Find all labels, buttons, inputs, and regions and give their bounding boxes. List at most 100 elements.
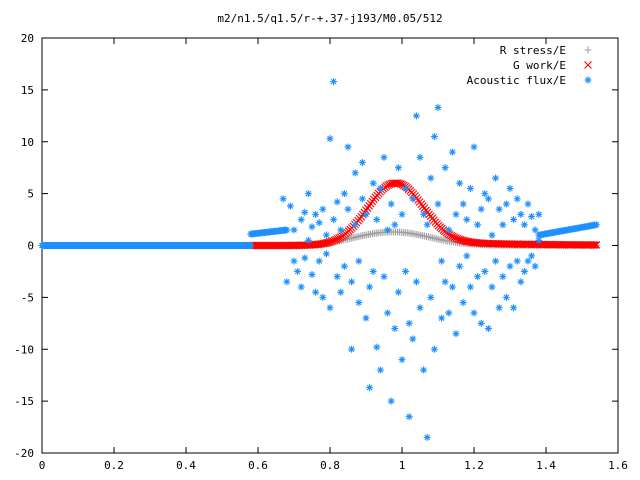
data-point-star xyxy=(362,314,370,322)
chart-title: m2/n1.5/q1.5/r-+.37-j193/M0.05/512 xyxy=(217,12,442,25)
data-point-star xyxy=(394,288,402,296)
y-tick-label: 15 xyxy=(21,84,34,97)
data-point-star xyxy=(380,153,388,161)
data-point-star xyxy=(528,212,536,220)
data-point-star xyxy=(373,343,381,351)
data-point-star xyxy=(474,273,482,281)
data-point-star xyxy=(312,210,320,218)
data-point-star xyxy=(517,278,525,286)
data-point-star xyxy=(348,345,356,353)
data-point-star xyxy=(380,273,388,281)
data-point-star xyxy=(456,262,464,270)
data-point-cross xyxy=(319,239,328,248)
data-point-star xyxy=(330,78,338,86)
data-point-star xyxy=(448,148,456,156)
data-point-star xyxy=(322,231,330,239)
data-point-star xyxy=(384,309,392,317)
data-point-star xyxy=(517,210,525,218)
data-point-star xyxy=(366,283,374,291)
data-point-star xyxy=(369,267,377,275)
data-point-star xyxy=(510,216,518,224)
data-point-star xyxy=(420,366,428,374)
legend-marker-cross xyxy=(584,61,592,69)
data-point-star xyxy=(402,184,410,192)
data-point-cross xyxy=(590,241,599,249)
data-point-star xyxy=(423,433,431,441)
data-point-star xyxy=(297,216,305,224)
y-tick-label: 5 xyxy=(27,188,34,201)
data-point-star xyxy=(326,135,334,143)
data-point-star xyxy=(351,221,359,229)
data-point-cross xyxy=(589,241,598,249)
y-tick-label: -20 xyxy=(14,447,34,460)
data-point-star xyxy=(398,210,406,218)
y-tick-label: 20 xyxy=(21,32,34,45)
data-point-star xyxy=(283,278,291,286)
data-point-star xyxy=(459,200,467,208)
data-point-star xyxy=(528,252,536,260)
x-tick-label: 1.6 xyxy=(608,459,628,472)
data-point-star xyxy=(441,278,449,286)
data-point-star xyxy=(420,210,428,218)
data-point-star xyxy=(448,283,456,291)
data-point-star xyxy=(459,299,467,307)
data-point-star xyxy=(376,366,384,374)
data-point-star xyxy=(294,267,302,275)
data-point-star xyxy=(520,221,528,229)
data-point-star xyxy=(470,143,478,151)
data-point-star xyxy=(405,413,413,421)
data-point-star xyxy=(423,221,431,229)
data-point-star xyxy=(481,267,489,275)
data-point-star xyxy=(506,184,514,192)
y-tick-label: -15 xyxy=(14,395,34,408)
data-point-star xyxy=(373,216,381,224)
data-point-star xyxy=(520,267,528,275)
data-point-star xyxy=(434,104,442,112)
data-point-star xyxy=(344,205,352,213)
data-point-star xyxy=(412,112,420,120)
data-point-star xyxy=(402,267,410,275)
data-point-star xyxy=(344,143,352,151)
data-point-star xyxy=(524,257,532,265)
data-point-star xyxy=(279,195,287,203)
y-tick-label: 10 xyxy=(21,136,34,149)
data-point-star xyxy=(290,226,298,234)
data-point-star xyxy=(358,195,366,203)
legend-label: G work/E xyxy=(513,59,566,72)
data-point-star xyxy=(290,257,298,265)
data-point-star xyxy=(366,384,374,392)
data-point-star xyxy=(297,283,305,291)
data-point-star xyxy=(304,236,312,244)
data-point-star xyxy=(387,397,395,405)
y-tick-label: 0 xyxy=(27,240,34,253)
data-point-star xyxy=(495,304,503,312)
legend-marker-plus xyxy=(584,46,592,54)
data-point-star xyxy=(474,221,482,229)
y-tick-label: -10 xyxy=(14,343,34,356)
data-point-star xyxy=(301,208,309,216)
data-point-star xyxy=(304,190,312,198)
x-tick-label: 1.4 xyxy=(536,459,556,472)
x-tick-label: 1 xyxy=(399,459,406,472)
data-point-star xyxy=(430,133,438,141)
data-point-star xyxy=(427,293,435,301)
data-point-cross xyxy=(461,237,470,245)
y-tick-label: -5 xyxy=(21,291,34,304)
x-tick-label: 1.2 xyxy=(464,459,484,472)
x-tick-label: 0.4 xyxy=(176,459,196,472)
data-point-star xyxy=(484,325,492,332)
data-point-star xyxy=(495,205,503,213)
data-point-star xyxy=(427,174,435,182)
data-point-star xyxy=(369,179,377,187)
data-point-star xyxy=(391,325,399,332)
data-point-star xyxy=(445,226,453,234)
data-point-star xyxy=(358,159,366,166)
data-point-star xyxy=(488,283,496,291)
data-point-star xyxy=(484,195,492,203)
data-point-star xyxy=(362,210,370,218)
data-point-star xyxy=(330,216,338,224)
data-point-star xyxy=(409,335,417,343)
legend: R stress/E G work/E Acoustic flux/E xyxy=(467,44,592,87)
data-point-star xyxy=(430,345,438,353)
data-point-star xyxy=(308,271,316,279)
